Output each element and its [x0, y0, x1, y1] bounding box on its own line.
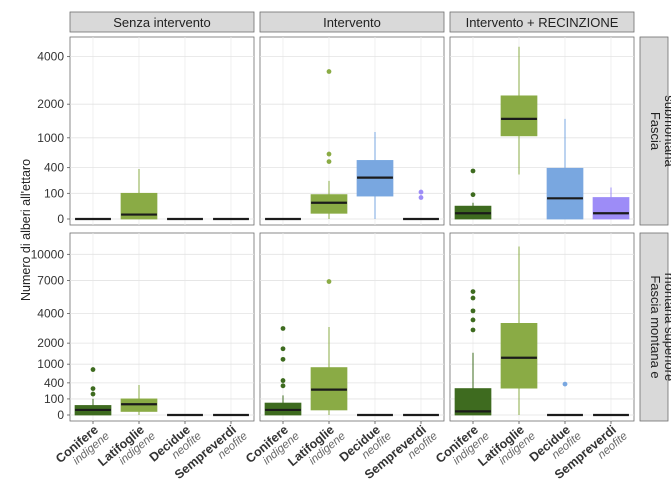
boxplot-box [356, 131, 394, 219]
boxplot-box [310, 279, 348, 415]
boxplot-box [547, 381, 583, 417]
panel-frame [259, 232, 445, 422]
y-tick-label: 400 [44, 161, 64, 175]
boxplot-box [264, 326, 302, 416]
panel [259, 36, 445, 226]
box-iqr [592, 197, 630, 220]
boxplot-box [120, 168, 158, 220]
box-iqr [500, 323, 538, 389]
y-tick-label: 0 [57, 408, 64, 422]
outlier-point [470, 295, 476, 301]
boxplot-box [454, 168, 492, 220]
panel-frame [69, 36, 255, 226]
panel [69, 36, 255, 226]
outlier-point [90, 386, 96, 391]
column-strip [259, 11, 445, 33]
y-tick-label: 100 [44, 186, 64, 200]
y-tick-label: 1000 [37, 357, 64, 371]
outlier-point [418, 195, 424, 200]
outlier-point [90, 391, 96, 397]
row-strip [639, 36, 669, 226]
outlier-point [280, 378, 286, 383]
y-tick-label: 10000 [31, 247, 65, 261]
panel [259, 232, 445, 422]
column-strip-label: Senza intervento [113, 15, 211, 30]
y-tick-label: 100 [44, 392, 64, 406]
panel [449, 36, 635, 226]
column-strip-label: Intervento [323, 15, 381, 30]
boxplot-box [500, 46, 538, 175]
boxplot-box [74, 367, 112, 416]
outlier-point [418, 189, 424, 195]
outlier-point [470, 327, 476, 333]
outlier-point [470, 308, 476, 314]
y-tick-label: 1000 [37, 131, 64, 145]
y-tick-label: 2000 [37, 336, 64, 350]
panel-frame [259, 36, 445, 226]
y-tick-label: 2000 [37, 97, 64, 111]
outlier-point [470, 289, 476, 294]
outlier-point [326, 69, 332, 74]
boxplot-box [546, 118, 584, 220]
row-strip-label: Fascia [648, 112, 663, 151]
outlier-point [326, 159, 332, 164]
boxplot-box [120, 384, 158, 415]
box-iqr [500, 95, 538, 137]
y-tick-label: 7000 [37, 274, 64, 288]
boxplot-box [403, 189, 439, 221]
outlier-point [280, 346, 286, 352]
box-iqr [546, 167, 584, 220]
y-tick-label: 4000 [37, 50, 64, 64]
outlier-point [470, 192, 476, 198]
boxplot-box [500, 246, 538, 415]
column-strip [69, 11, 255, 33]
column-strip-label: Intervento + RECINZIONE [466, 15, 619, 30]
boxplot-box [454, 289, 492, 416]
outlier-point [280, 326, 286, 331]
y-tick-label: 0 [57, 212, 64, 226]
row-strip-label: montana superiore [662, 273, 671, 381]
outlier-point [470, 168, 476, 174]
row-strip-label: submontana [662, 95, 671, 167]
panel-frame [69, 232, 255, 422]
outlier-point [326, 151, 332, 157]
box-iqr [310, 194, 348, 214]
outlier-point [280, 356, 286, 362]
outlier-point [470, 317, 476, 323]
outlier-point [562, 381, 568, 387]
y-tick-label: 400 [44, 376, 64, 390]
panel [69, 232, 255, 422]
row-strip-label: Fascia montana e [648, 275, 663, 378]
y-axis-label: Numero di alberi all'ettaro [19, 159, 33, 301]
y-tick-label: 4000 [37, 306, 64, 320]
panel-frame [449, 36, 635, 226]
boxplot-box [310, 69, 348, 219]
row-strip [639, 232, 669, 422]
outlier-point [280, 383, 286, 389]
outlier-point [326, 279, 332, 284]
boxplot-box [592, 187, 630, 220]
outlier-point [90, 367, 96, 372]
column-strip [449, 11, 635, 33]
